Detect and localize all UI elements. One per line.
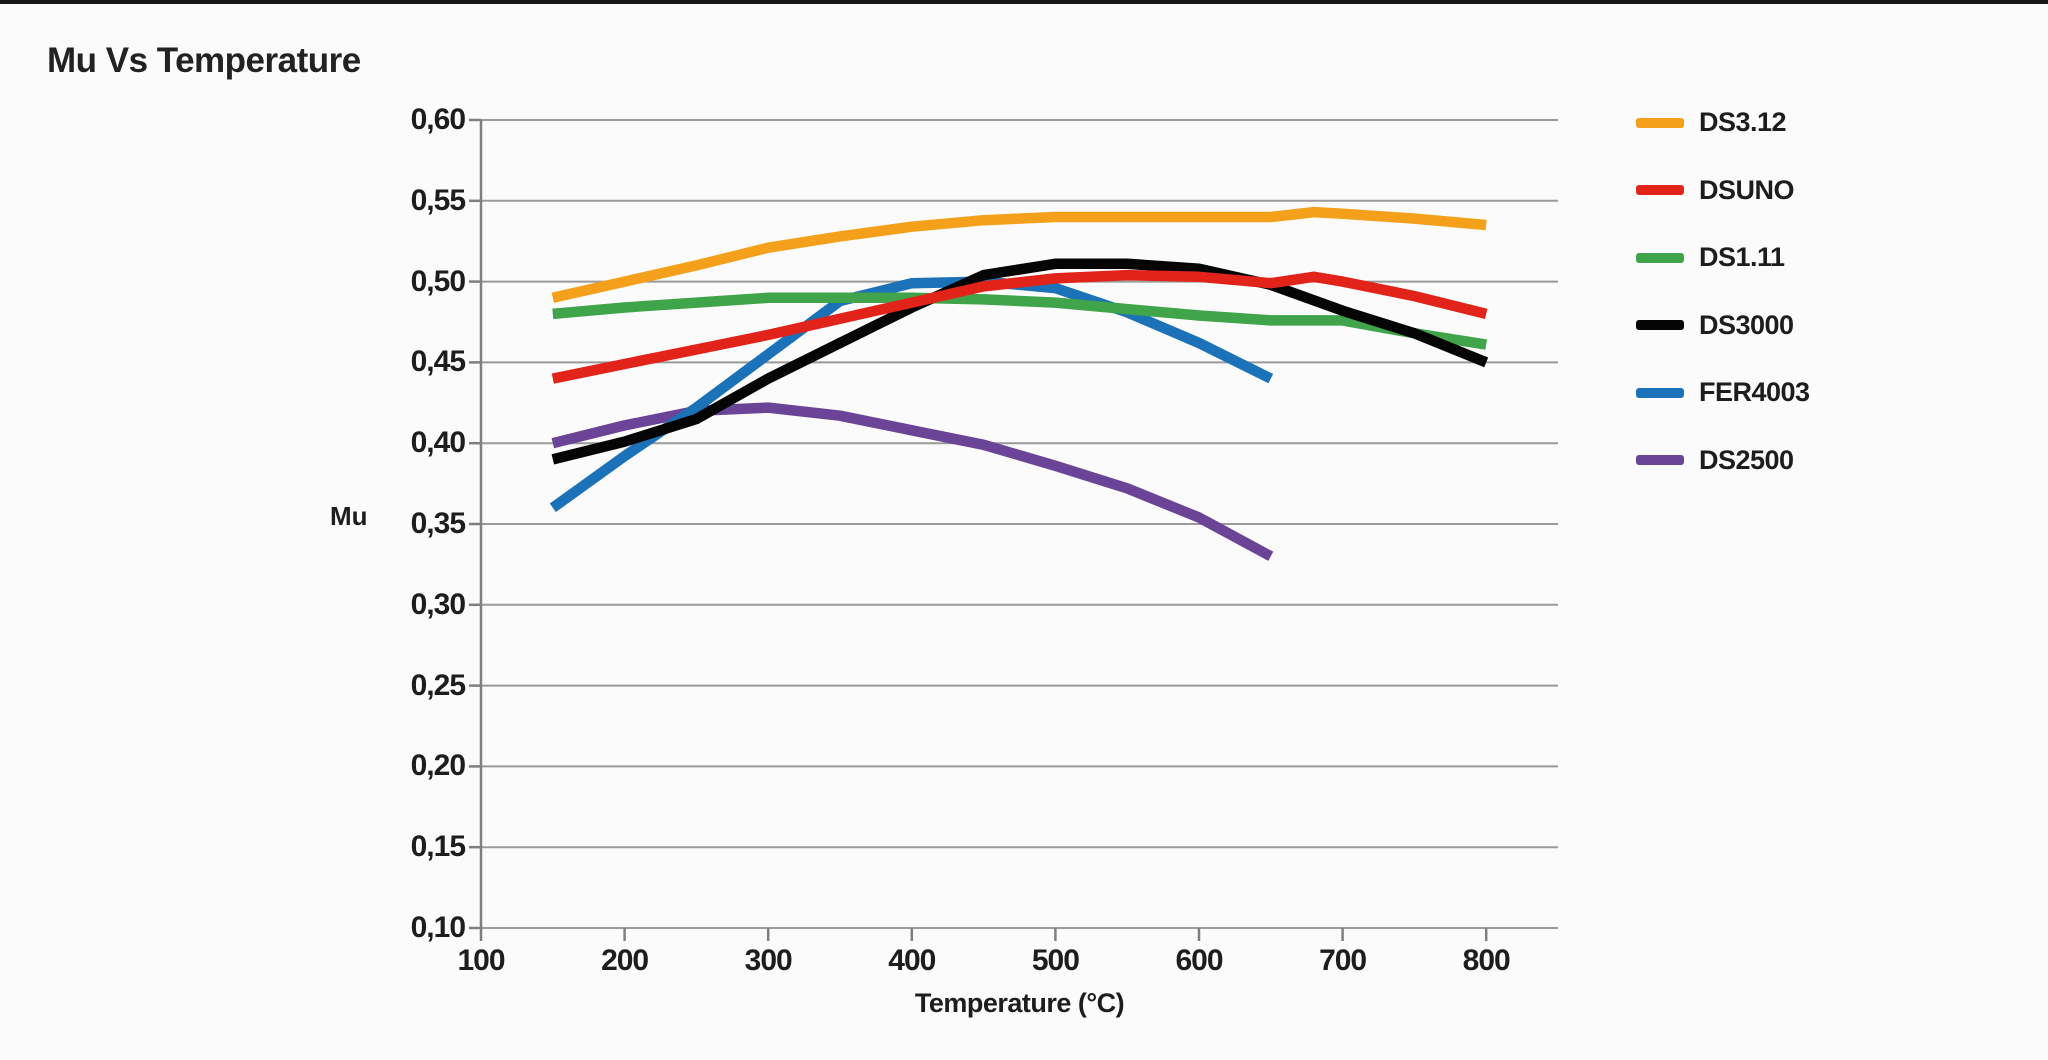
legend-label-ds312: DS3.12 (1699, 107, 1787, 138)
gridlines (481, 119, 1558, 929)
series-line-DS1.11 (552, 292, 1488, 350)
legend-swatch-dsuno (1636, 185, 1684, 196)
legend-item-ds3000: DS3000 (1636, 292, 1810, 360)
legend-item-ds2500: DS2500 (1636, 427, 1810, 495)
legend-swatch-ds3000 (1636, 320, 1684, 331)
series-line-DS3.12 (551, 206, 1487, 303)
series-line-DS2500 (551, 402, 1274, 561)
x-tick-label: 600 (1175, 944, 1223, 977)
legend: DS3.12 DSUNO DS1.11 DS3000 FER4003 DS250… (1636, 89, 1810, 494)
x-tick-label: 200 (601, 944, 649, 977)
legend-swatch-ds2500 (1636, 455, 1684, 466)
legend-item-ds111: DS1.11 (1636, 224, 1810, 292)
y-tick-label: 0,20 (410, 749, 466, 783)
series-line-DSUNO (551, 269, 1488, 384)
legend-label-ds3000: DS3000 (1699, 309, 1794, 340)
legend-item-fer4003: FER4003 (1636, 359, 1810, 427)
x-tick-label: 700 (1319, 944, 1367, 977)
y-tick-label: 0,60 (410, 103, 466, 136)
plot-area (469, 118, 1558, 941)
y-tick-label: 0,55 (410, 183, 466, 217)
legend-label-fer4003: FER4003 (1699, 377, 1810, 408)
legend-swatch-ds312 (1636, 117, 1684, 128)
y-tick-label: 0,10 (410, 911, 466, 944)
legend-item-dsuno: DSUNO (1636, 157, 1810, 225)
x-axis-title: Temperature (°C) (914, 988, 1125, 1018)
y-tick-label: 0,40 (410, 426, 466, 460)
y-tick-label: 0,25 (410, 668, 466, 702)
y-tick-label: 0,45 (410, 345, 466, 379)
y-tick-label: 0,50 (410, 264, 466, 298)
legend-label-dsuno: DSUNO (1699, 174, 1795, 205)
axes (469, 118, 1488, 941)
series-lines (549, 206, 1489, 561)
x-tick-label: 500 (1031, 944, 1080, 977)
y-tick-label: 0,35 (410, 507, 466, 540)
x-tick-label: 100 (457, 944, 505, 977)
x-tick-label: 800 (1462, 944, 1511, 977)
legend-label-ds2500: DS2500 (1699, 444, 1794, 475)
y-tick-label: 0,30 (410, 587, 466, 621)
chart-title: Mu Vs Temperature (47, 41, 361, 81)
legend-swatch-ds111 (1636, 252, 1684, 263)
legend-label-ds111: DS1.11 (1699, 242, 1785, 273)
series-line-DS3000 (551, 258, 1489, 465)
x-tick-label: 400 (888, 944, 936, 977)
y-axis-title: Mu (330, 501, 368, 531)
top-border-bar (0, 0, 2048, 4)
legend-swatch-fer4003 (1636, 387, 1684, 398)
legend-item-ds312: DS3.12 (1636, 89, 1810, 157)
y-tick-label: 0,15 (410, 830, 466, 864)
x-tick-label: 300 (744, 944, 793, 977)
